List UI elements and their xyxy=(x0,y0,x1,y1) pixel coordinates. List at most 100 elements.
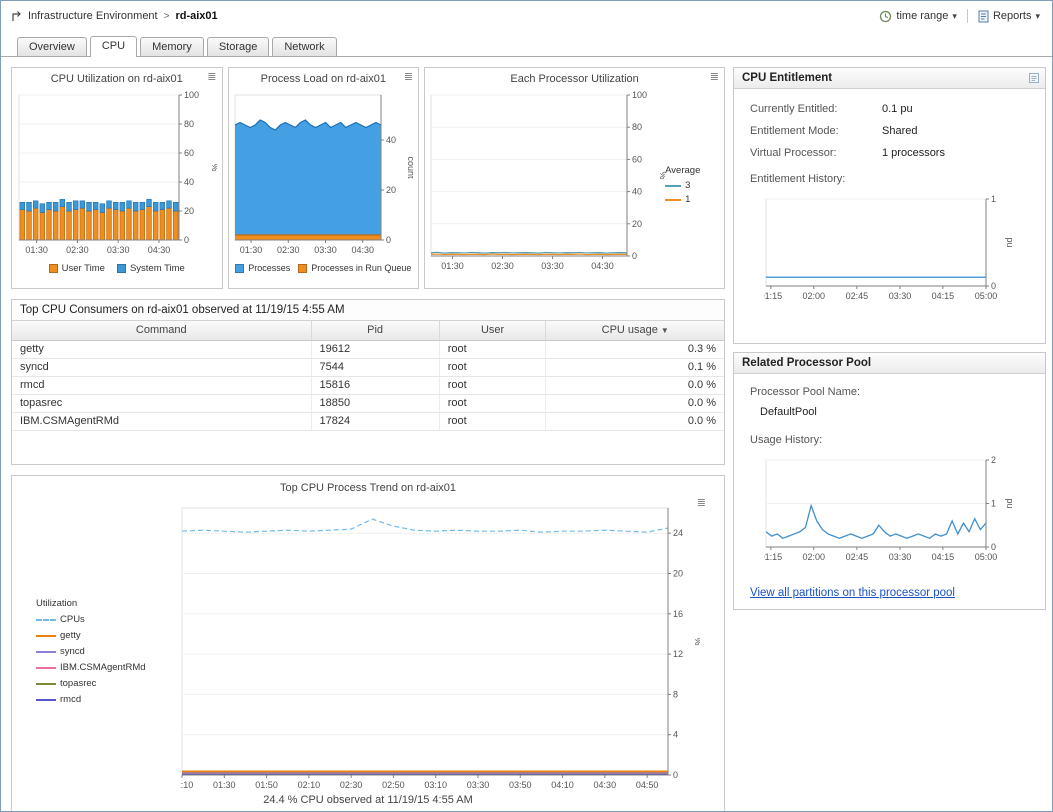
svg-text:02:50: 02:50 xyxy=(382,780,405,790)
entitlement-history-chart[interactable]: 0 1 01:15 02:00 02:45 03:30 04:15 05:00 pu xyxy=(760,191,1045,308)
view-partitions-link[interactable]: View all partitions on this processor po… xyxy=(750,587,955,599)
related-processor-pool-panel: Related Processor Pool Processor Pool Na… xyxy=(733,352,1046,610)
svg-text:04:15: 04:15 xyxy=(932,291,955,301)
legend-label: Processes xyxy=(248,263,291,273)
topology-icon xyxy=(12,11,21,21)
svg-text:04:30: 04:30 xyxy=(352,245,375,255)
svg-text:40: 40 xyxy=(184,177,194,187)
panel-title: Related Processor Pool xyxy=(742,357,872,369)
cpu-utilization-panel: CPU Utilization on rd-aix01 ≣ 0 20 40 60 80 1… xyxy=(11,67,223,289)
col-cpu-usage-label: CPU usage xyxy=(601,324,658,337)
svg-text:02:45: 02:45 xyxy=(846,291,869,301)
legend-title: Utilization xyxy=(36,598,78,609)
table-row[interactable]: rmcd 15816 root 0.0 % xyxy=(12,376,724,395)
col-pid[interactable]: Pid xyxy=(311,321,440,341)
svg-text:04:30: 04:30 xyxy=(147,245,170,255)
cell-command: syncd xyxy=(12,358,312,377)
table-row[interactable]: IBM.CSMAgentRMd 17824 root 0.0 % xyxy=(12,412,724,431)
legend-item: IBM.CSMAgentRMd xyxy=(36,662,146,673)
svg-text:20: 20 xyxy=(386,185,396,195)
usage-history-chart[interactable]: 0 1 2 01:15 02:00 02:45 03:30 04:15 05:00 pu xyxy=(760,452,1045,569)
cell-pid: 7544 xyxy=(311,358,440,377)
legend-label: rmcd xyxy=(60,694,82,705)
svg-text:4: 4 xyxy=(673,730,678,740)
cell-user: root xyxy=(439,394,547,413)
consumers-table: Command Pid User CPU usage ▼ getty 19612 … xyxy=(12,321,724,431)
svg-text:2: 2 xyxy=(991,455,996,465)
tab-bar: Overview CPU Memory Storage Network xyxy=(1,35,1052,57)
cpu-entitlement-panel: CPU Entitlement Currently Entitled: 0.1 … xyxy=(733,67,1046,344)
tab-storage[interactable]: Storage xyxy=(206,37,270,56)
panel-header: Related Processor Pool xyxy=(734,353,1045,374)
cell-pid: 18850 xyxy=(311,394,440,413)
top-bar: Infrastructure Environment > rd-aix01 ti… xyxy=(1,1,1052,31)
table-row[interactable]: getty 19612 root 0.3 % xyxy=(12,340,724,359)
legend-label: IBM.CSMAgentRMd xyxy=(60,662,146,673)
col-cpu-usage[interactable]: CPU usage ▼ xyxy=(545,321,724,341)
clock-icon xyxy=(880,10,892,22)
legend-label: getty xyxy=(60,630,81,641)
cell-cpu-usage: 0.0 % xyxy=(545,394,724,413)
tab-memory[interactable]: Memory xyxy=(140,37,204,56)
svg-text:24: 24 xyxy=(673,528,683,538)
svg-text:03:50: 03:50 xyxy=(509,780,532,790)
svg-text:0: 0 xyxy=(632,251,637,261)
legend-item: 1 xyxy=(665,194,700,205)
each-processor-chart[interactable]: 0 20 40 60 80 100 01:30 02:30 03:30 04:30% xyxy=(429,87,668,278)
cell-command: getty xyxy=(12,340,312,359)
cell-user: root xyxy=(439,412,547,431)
process-load-panel: Process Load on rd-aix01 ≣ 0 20 40 01:30 02:… xyxy=(227,67,420,289)
cell-cpu-usage: 0.1 % xyxy=(545,358,724,377)
chevron-down-icon: ▾ xyxy=(1035,10,1040,21)
tab-overview[interactable]: Overview xyxy=(17,37,87,56)
legend-label: User Time xyxy=(61,263,105,274)
svg-text:0: 0 xyxy=(386,235,391,245)
table-row[interactable]: topasrec 18850 root 0.0 % xyxy=(12,394,724,413)
svg-text:04:15: 04:15 xyxy=(932,552,955,562)
process-load-chart[interactable]: 0 20 40 01:30 02:30 03:30 04:30 count xyxy=(233,87,416,262)
breadcrumb: Infrastructure Environment > rd-aix01 xyxy=(11,10,218,22)
svg-text:pu: pu xyxy=(1005,237,1012,247)
legend-item: syncd xyxy=(36,646,146,657)
legend-item: User Time xyxy=(48,263,105,274)
svg-text:03:30: 03:30 xyxy=(467,780,490,790)
svg-text:02:30: 02:30 xyxy=(340,780,363,790)
table-row[interactable]: syncd 7544 root 0.1 % xyxy=(12,358,724,377)
legend-swatch xyxy=(48,264,58,273)
tab-cpu[interactable]: CPU xyxy=(89,36,138,57)
svg-text:1: 1 xyxy=(991,499,996,509)
chart-title: Each Processor Utilization xyxy=(510,73,639,85)
legend-swatch xyxy=(36,618,56,621)
consumers-title: Top CPU Consumers on rd-aix01 observed a… xyxy=(12,300,724,321)
legend-title: Average xyxy=(665,165,701,176)
svg-text:01:30: 01:30 xyxy=(213,780,236,790)
main-content: CPU Utilization on rd-aix01 ≣ 0 20 40 60 80 1… xyxy=(11,67,1046,811)
breadcrumb-root[interactable]: Infrastructure Environment xyxy=(28,10,158,22)
legend-item: Processes in Run Queue xyxy=(298,263,411,273)
svg-text:05:00: 05:00 xyxy=(975,291,998,301)
svg-text:04:50: 04:50 xyxy=(636,780,659,790)
legend-item: getty xyxy=(36,630,146,641)
chart-title: Process Load on rd-aix01 xyxy=(260,73,386,85)
svg-text:01:30: 01:30 xyxy=(25,245,48,255)
cpu-utilization-chart[interactable]: 0 20 40 60 80 100 01:30 02:30 03:30 04:30% xyxy=(17,87,220,262)
process-trend-chart[interactable]: 0 4 8 12 16 20 24 01:10 01:30 01:50 02:10 02:30 02:5… xyxy=(171,500,703,797)
reports-control[interactable]: Reports ▾ xyxy=(978,10,1040,23)
field-row: Entitlement Mode: Shared xyxy=(750,125,1045,137)
legend-swatch xyxy=(36,634,56,637)
header-divider xyxy=(966,9,968,23)
svg-text:01:15: 01:15 xyxy=(764,552,782,562)
chart-menu-icon[interactable]: ≣ xyxy=(709,71,719,83)
chart-menu-icon[interactable]: ≣ xyxy=(207,71,217,83)
time-range-control[interactable]: time range ▾ xyxy=(879,10,957,23)
legend-item: System Time xyxy=(116,263,185,274)
svg-text:20: 20 xyxy=(632,219,642,229)
chart-menu-icon[interactable]: ≣ xyxy=(696,497,706,509)
trend-caption: 24.4 % CPU observed at 11/19/15 4:55 AM xyxy=(263,794,473,806)
col-command[interactable]: Command xyxy=(12,321,312,341)
tab-network[interactable]: Network xyxy=(272,37,337,56)
col-user[interactable]: User xyxy=(439,321,547,341)
panel-options-icon[interactable] xyxy=(1029,73,1039,83)
chart-menu-icon[interactable]: ≣ xyxy=(403,71,414,83)
legend-swatch xyxy=(665,184,682,187)
